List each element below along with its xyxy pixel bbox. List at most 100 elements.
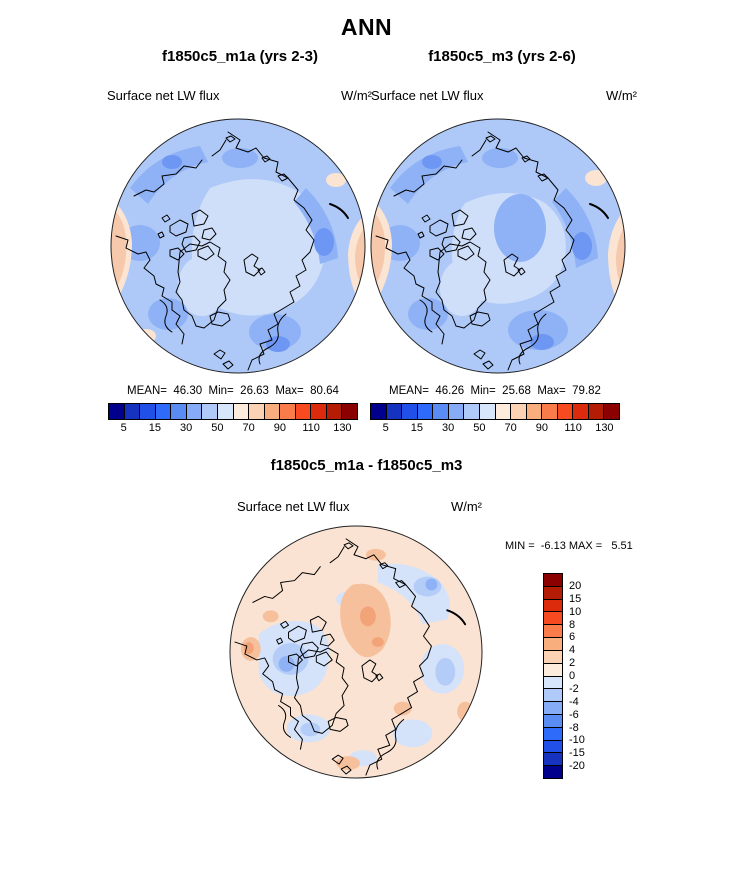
contour-region <box>408 298 448 330</box>
colorbar-segment <box>185 403 203 420</box>
colorbar-tick-label: 5 <box>382 422 389 434</box>
panel2-title: f1850c5_m3 (yrs 2-6) <box>428 48 576 65</box>
colorbar-segment <box>401 403 418 420</box>
colorbar-tick-label: 5 <box>120 422 127 434</box>
colorbar-tick-label: 4 <box>569 644 576 657</box>
colorbar-tick-label: -10 <box>569 734 585 747</box>
colorbar-segment <box>543 752 563 767</box>
colorbar-segment <box>216 403 234 420</box>
colorbar-segment <box>494 403 512 420</box>
colorbar-segment <box>543 585 563 600</box>
colorbar-segment <box>543 688 563 703</box>
contour-region <box>435 657 456 686</box>
colorbar-segment <box>572 403 589 420</box>
map-diff-polar-plot <box>229 525 483 779</box>
colorbar-tick-label: 90 <box>535 422 548 434</box>
map-outline <box>229 525 483 779</box>
colorbar-segment <box>543 611 563 626</box>
panel1-colorbar <box>108 403 358 420</box>
colorbar-tick-label: -4 <box>569 695 579 708</box>
colorbar-tick-label: 130 <box>595 422 614 434</box>
colorbar-segment <box>139 403 156 420</box>
colorbar-segment <box>294 403 312 420</box>
map-panel1-polar-plot <box>110 118 366 374</box>
panel1-stats: MEAN= 46.30 Min= 26.63 Max= 80.64 <box>127 385 339 397</box>
colorbar-segment <box>248 403 265 420</box>
colorbar-segment <box>543 649 563 664</box>
contour-region <box>300 722 321 737</box>
contour-region <box>425 578 438 591</box>
colorbar-tick-label: 130 <box>333 422 352 434</box>
panel2-units-label: W/m² <box>605 88 637 103</box>
colorbar-segment <box>341 403 358 420</box>
colorbar-tick-label: 2 <box>569 657 576 670</box>
colorbar-segment <box>543 662 563 677</box>
colorbar-tick-label: 15 <box>569 592 582 605</box>
colorbar-segment <box>510 403 527 420</box>
colorbar-segment <box>325 403 343 420</box>
colorbar-tick-label: 110 <box>564 422 582 434</box>
panel1-variable-label: Surface net LW flux <box>107 88 220 103</box>
contour-region <box>365 548 386 561</box>
map-panel2-polar-plot <box>370 118 626 374</box>
contour-region <box>585 170 607 186</box>
colorbar-segment <box>603 403 620 420</box>
panel2-colorbar-ticks: 5 15 30 50 70 90 110 130 <box>370 422 620 436</box>
contour-region <box>371 210 386 284</box>
colorbar-tick-label: 10 <box>569 605 582 618</box>
panel1-variable-row: Surface net LW flux W/m² <box>107 88 372 103</box>
colorbar-segment <box>587 403 605 420</box>
colorbar-segment <box>543 675 563 690</box>
colorbar-segment <box>416 403 434 420</box>
colorbar-segment <box>543 739 563 754</box>
colorbar-segment <box>543 624 563 639</box>
contour-region <box>494 194 546 262</box>
diff-panel-title: f1850c5_m1a - f1850c5_m3 <box>270 457 463 474</box>
colorbar-segment <box>154 403 172 420</box>
colorbar-segment <box>279 403 296 420</box>
colorbar-segment <box>525 403 543 420</box>
colorbar-segment <box>263 403 281 420</box>
contour-region <box>278 655 295 672</box>
colorbar-tick-label: 15 <box>148 422 161 434</box>
contour-region <box>482 148 518 168</box>
contour-region <box>326 173 346 187</box>
contour-region <box>111 208 127 288</box>
colorbar-tick-label: 20 <box>569 579 582 592</box>
colorbar-segment <box>543 598 563 613</box>
colorbar-tick-label: 15 <box>410 422 423 434</box>
contour-region <box>371 637 384 648</box>
colorbar-segment <box>543 573 563 587</box>
colorbar-segment <box>432 403 449 420</box>
contour-region <box>422 155 442 169</box>
colorbar-segment <box>556 403 574 420</box>
panel1-title: f1850c5_m1a (yrs 2-3) <box>162 48 318 65</box>
colorbar-segment <box>478 403 496 420</box>
contour-fill-layer <box>111 119 365 373</box>
diff-minmax-stats: MIN = -6.13 MAX = 5.51 <box>505 540 633 552</box>
colorbar-segment <box>370 403 387 420</box>
panel2-stats: MEAN= 46.26 Min= 25.68 Max= 79.82 <box>389 385 601 397</box>
colorbar-tick-label: 50 <box>473 422 486 434</box>
colorbar-tick-label: 90 <box>273 422 286 434</box>
colorbar-tick-label: -20 <box>569 760 585 773</box>
panel1-units-label: W/m² <box>340 88 372 103</box>
map-outline <box>110 118 366 374</box>
colorbar-segment <box>123 403 141 420</box>
colorbar-tick-label: 110 <box>302 422 320 434</box>
colorbar-tick-label: 0 <box>569 670 576 682</box>
contour-fill-layer <box>229 525 483 779</box>
colorbar-tick-label: 8 <box>569 618 576 631</box>
diff-units-label: W/m² <box>450 499 482 514</box>
colorbar-tick-label: 30 <box>442 422 455 434</box>
colorbar-segment <box>385 403 403 420</box>
colorbar-segment <box>447 403 465 420</box>
figure-title: ANN <box>340 14 393 40</box>
colorbar-tick-label: 70 <box>242 422 255 434</box>
contour-region <box>572 232 592 260</box>
colorbar-tick-label: 70 <box>504 422 517 434</box>
contour-region <box>148 298 188 330</box>
panel2-variable-label: Surface net LW flux <box>371 88 484 103</box>
colorbar-segment <box>543 713 563 728</box>
contour-region <box>314 228 334 256</box>
